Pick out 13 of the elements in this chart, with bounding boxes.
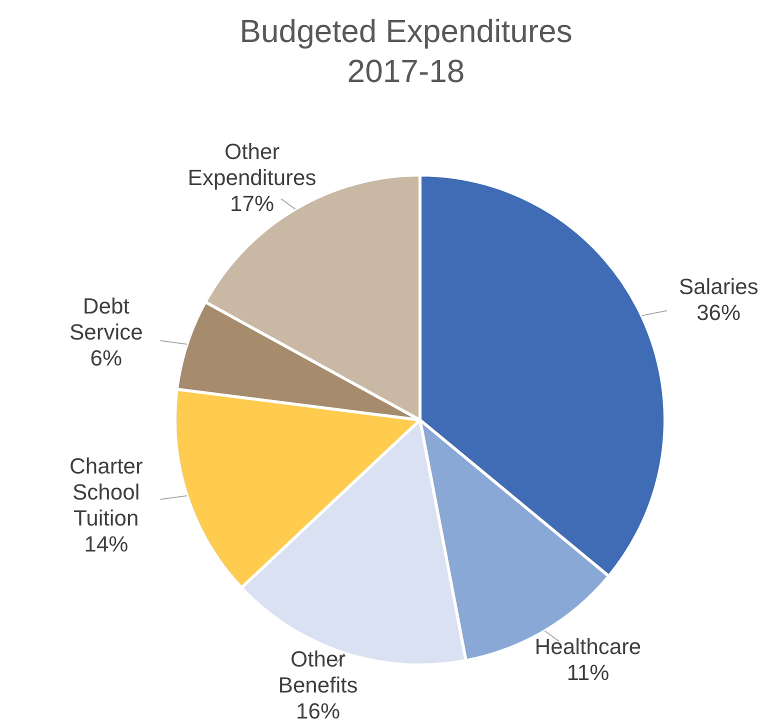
slice-label: Other Expenditures	[188, 138, 316, 190]
data-label: 6%	[90, 345, 122, 370]
slice-label: Charter School Tuition	[69, 453, 143, 530]
data-label: 14%	[84, 531, 128, 556]
chart-title: Budgeted Expenditures 2017-18	[240, 13, 572, 89]
data-label: 16%	[296, 698, 340, 722]
slice-label: Salaries	[678, 274, 758, 299]
slice-label: Healthcare	[534, 634, 642, 659]
slice-label: Other Benefits	[278, 646, 358, 698]
data-label: 17%	[230, 190, 274, 216]
data-label: 36%	[696, 300, 741, 325]
slice-label: Debt Service	[69, 293, 143, 344]
data-label: 11%	[566, 660, 610, 685]
